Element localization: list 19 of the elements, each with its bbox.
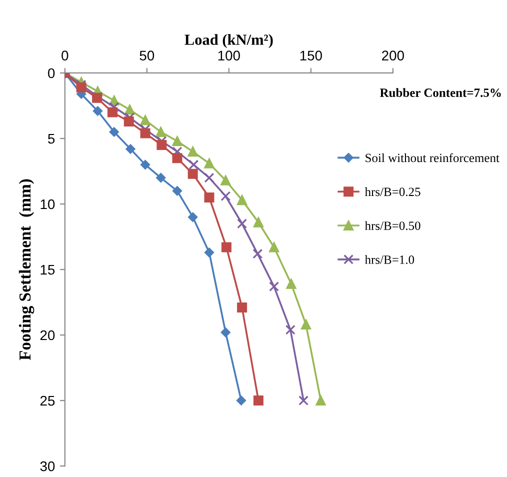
x-tick-label: 100	[218, 50, 240, 61]
legend-label: hrs/B=0.50	[364, 221, 420, 230]
y-tick-label: 10	[40, 199, 55, 210]
legend-label: Soil without reinforcement	[366, 153, 500, 162]
legend-label: hrs/B=1.0	[364, 255, 414, 264]
y-tick-label: 0	[48, 68, 55, 78]
legend-label: hrs/B=0.25	[364, 187, 420, 196]
annotation: Rubber Content=7.5%	[380, 88, 501, 98]
x-tick-label: 200	[382, 50, 404, 61]
x-tick-label: 150	[300, 50, 322, 61]
y-tick-label: 15	[40, 264, 55, 275]
y-axis-title: Footing Settlement (mm)	[18, 179, 34, 360]
y-tick-label: 5	[48, 134, 55, 144]
x-tick-label: 50	[140, 50, 154, 61]
y-tick-label: 30	[40, 461, 55, 472]
x-axis-title: Load (kN/m²)	[184, 34, 273, 48]
x-tick-label: 0	[62, 50, 68, 61]
y-tick-label: 20	[40, 330, 55, 340]
y-tick-label: 25	[40, 396, 55, 406]
